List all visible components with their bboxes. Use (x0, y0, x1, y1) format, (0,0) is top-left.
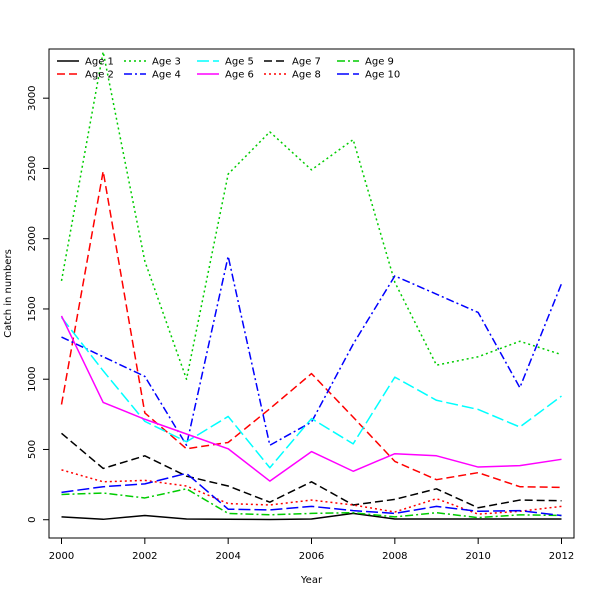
x-tick-label: 2010 (465, 551, 490, 562)
x-tick-label: 2002 (132, 551, 157, 562)
legend-label: Age 2 (85, 70, 114, 81)
y-tick-label: 1000 (27, 366, 38, 391)
y-tick-label: 1500 (27, 296, 38, 321)
x-tick-label: 2008 (382, 551, 407, 562)
legend-label: Age 5 (225, 57, 254, 68)
legend-label: Age 9 (365, 57, 394, 68)
series-layer (60, 51, 563, 521)
y-tick-label: 2500 (27, 156, 38, 181)
legend-label: Age 4 (152, 70, 181, 81)
series-line-age-7 (61, 432, 562, 509)
x-axis-label: Year (300, 575, 323, 586)
series-line-age-1 (61, 512, 562, 521)
legend-label: Age 3 (152, 57, 181, 68)
legend-label: Age 7 (292, 57, 321, 68)
legend-label: Age 8 (292, 70, 321, 81)
series-line-age-2 (60, 170, 562, 489)
y-axis-label: Catch in numbers (3, 249, 14, 338)
series-line-age-8 (61, 469, 562, 515)
series-line-age-9 (61, 488, 562, 519)
y-tick-label: 0 (27, 517, 38, 523)
x-tick-label: 2000 (49, 551, 74, 562)
series-line-age-5 (60, 316, 562, 469)
axes: 2000 2002 2004 2006 2008 2010 2012 0 500 1000 1500… (27, 85, 574, 562)
series-line-age-6 (60, 315, 562, 482)
x-tick-label: 2012 (549, 551, 574, 562)
x-tick-label: 2006 (299, 551, 324, 562)
y-tick-label: 500 (27, 440, 38, 459)
legend: Age 1 Age 2 Age 3 Age 4 Age 5 Age 6 Age 7 Age 8… (57, 57, 400, 81)
series-line-age-10 (61, 472, 562, 517)
series-line-age-3 (60, 51, 562, 380)
plot-frame (48, 48, 575, 539)
legend-label: Age 10 (365, 70, 400, 81)
x-tick-label: 2004 (215, 551, 240, 562)
y-tick-label: 2000 (27, 226, 38, 251)
legend-label: Age 6 (225, 70, 254, 81)
series-line-age-4 (61, 255, 563, 447)
legend-label: Age 1 (85, 57, 114, 68)
y-tick-label: 3000 (27, 85, 38, 110)
